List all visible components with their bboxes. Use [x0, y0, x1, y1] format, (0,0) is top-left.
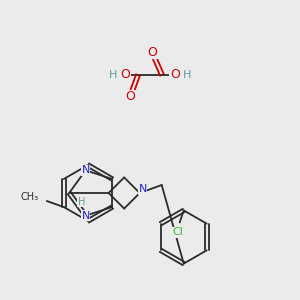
- Text: O: O: [120, 68, 130, 82]
- Text: N: N: [139, 184, 147, 194]
- Text: CH₃: CH₃: [21, 192, 39, 202]
- Text: Cl: Cl: [172, 227, 183, 237]
- Text: N: N: [81, 211, 90, 221]
- Text: H: H: [109, 70, 117, 80]
- Text: N: N: [81, 165, 90, 175]
- Text: O: O: [125, 91, 135, 103]
- Text: H: H: [78, 197, 85, 207]
- Text: O: O: [170, 68, 180, 82]
- Text: H: H: [183, 70, 191, 80]
- Text: O: O: [147, 46, 157, 59]
